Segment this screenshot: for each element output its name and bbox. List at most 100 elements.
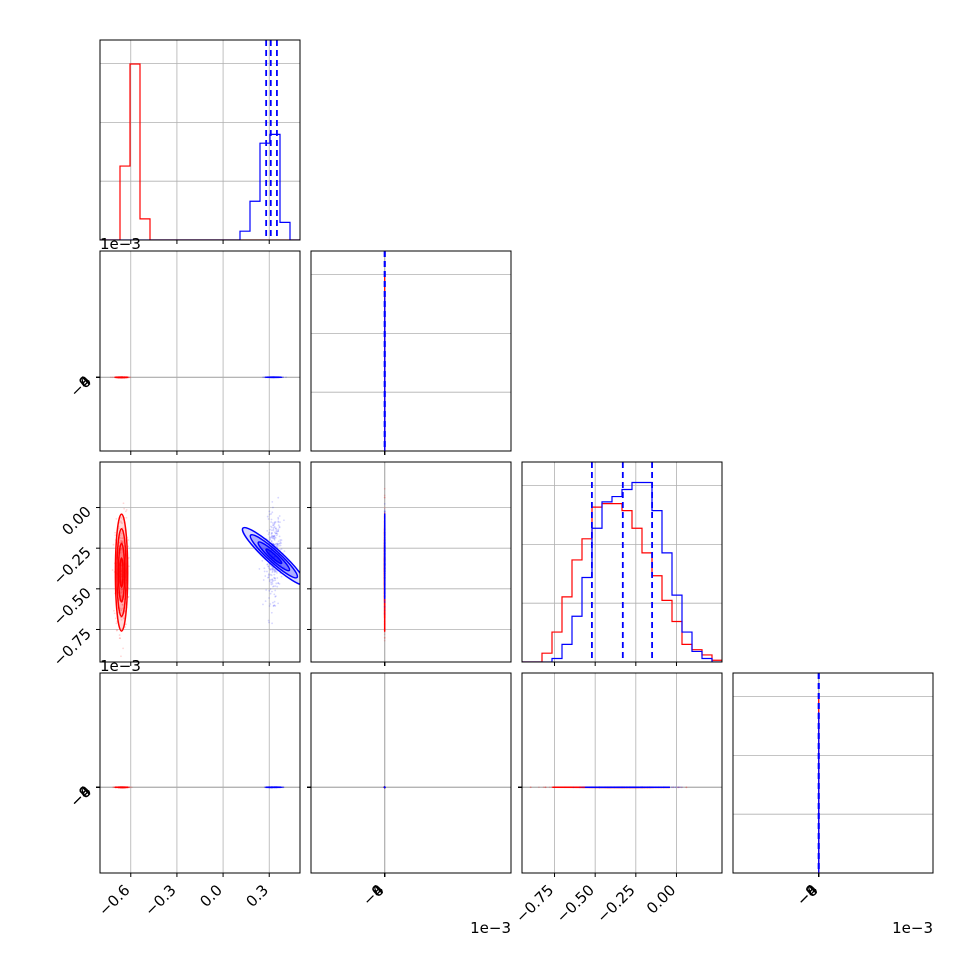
- sample-point: [274, 532, 277, 535]
- sample-point: [383, 786, 386, 789]
- sample-point: [276, 542, 279, 545]
- sample-point: [383, 786, 386, 789]
- sample-point: [113, 609, 115, 612]
- sample-point: [383, 786, 386, 789]
- sample-point: [383, 786, 386, 789]
- sample-point: [383, 786, 386, 789]
- sample-point: [275, 544, 278, 547]
- sample-point: [383, 786, 386, 789]
- sample-point: [383, 786, 386, 789]
- sample-point: [383, 786, 386, 789]
- sample-point: [383, 487, 386, 490]
- sample-point: [383, 786, 386, 789]
- sample-point: [383, 786, 386, 789]
- sample-point: [277, 530, 280, 533]
- sample-point: [383, 599, 386, 602]
- sample-point: [383, 786, 386, 789]
- sample-point: [383, 786, 386, 789]
- sample-point: [277, 543, 280, 546]
- sample-point: [383, 786, 386, 789]
- sample-point: [383, 786, 386, 789]
- sample-point: [275, 530, 278, 533]
- sample-point: [282, 786, 285, 789]
- sample-point: [383, 786, 386, 789]
- sample-point: [383, 786, 386, 789]
- sample-point: [383, 786, 386, 789]
- sample-point: [383, 786, 386, 789]
- sample-point: [383, 786, 386, 789]
- sample-point: [383, 786, 386, 789]
- sample-point: [114, 617, 117, 620]
- sample-point: [383, 786, 386, 789]
- sample-point: [383, 786, 386, 789]
- sample-point: [676, 786, 679, 789]
- sample-point: [113, 376, 116, 379]
- offset-label: 1e−3: [100, 657, 141, 675]
- sample-point: [383, 786, 386, 789]
- sample-point: [383, 786, 386, 789]
- sample-point: [383, 786, 386, 789]
- sample-point: [383, 786, 386, 789]
- sample-point: [127, 556, 130, 559]
- sample-point: [383, 786, 386, 789]
- sample-point: [383, 786, 386, 789]
- sample-point: [277, 529, 280, 532]
- sample-point: [383, 786, 386, 789]
- sample-point: [120, 609, 123, 611]
- sample-point: [383, 786, 386, 789]
- scatter-panel: [383, 487, 386, 642]
- sample-point: [383, 786, 386, 789]
- sample-point: [581, 786, 583, 789]
- sample-point: [273, 604, 276, 607]
- sample-point: [280, 548, 283, 551]
- sample-point: [383, 786, 386, 789]
- sample-point: [271, 567, 274, 570]
- sample-point: [383, 786, 386, 789]
- sample-point: [118, 541, 121, 544]
- sample-point: [127, 376, 130, 379]
- sample-point: [383, 786, 386, 789]
- sample-point: [383, 786, 386, 789]
- sample-point: [282, 786, 284, 789]
- contour-line: [257, 541, 291, 572]
- sample-point: [383, 786, 386, 789]
- sample-point: [383, 786, 386, 789]
- sample-point: [383, 786, 386, 789]
- sample-point: [383, 786, 386, 789]
- sample-point: [383, 786, 386, 789]
- sample-point: [272, 529, 275, 532]
- sample-point: [269, 573, 272, 576]
- sample-point: [267, 518, 270, 520]
- sample-point: [383, 786, 386, 789]
- sample-point: [383, 786, 386, 789]
- sample-point: [383, 786, 386, 789]
- sample-point: [383, 506, 386, 509]
- sample-point: [383, 786, 386, 789]
- sample-point: [383, 786, 386, 789]
- sample-point: [270, 540, 273, 543]
- sample-point: [383, 786, 386, 789]
- sample-point: [383, 786, 386, 789]
- sample-point: [273, 593, 276, 596]
- sample-point: [274, 521, 277, 523]
- sample-point: [127, 595, 130, 598]
- offset-label: 1e−3: [100, 235, 141, 253]
- sample-point: [383, 786, 386, 789]
- sample-point: [383, 786, 386, 789]
- sample-point: [383, 786, 386, 789]
- sample-point: [383, 786, 386, 789]
- sample-point: [264, 786, 267, 789]
- sample-point: [383, 786, 386, 789]
- scatter-panel: [112, 786, 285, 789]
- sample-point: [383, 786, 386, 789]
- sample-point: [383, 786, 386, 789]
- sample-point: [270, 513, 273, 515]
- sample-point: [383, 786, 386, 789]
- sample-point: [383, 786, 386, 789]
- sample-point: [129, 786, 132, 789]
- sample-point: [383, 786, 386, 789]
- sample-point: [383, 786, 386, 789]
- sample-point: [124, 510, 127, 513]
- sample-point: [685, 786, 688, 789]
- sample-point: [383, 786, 386, 789]
